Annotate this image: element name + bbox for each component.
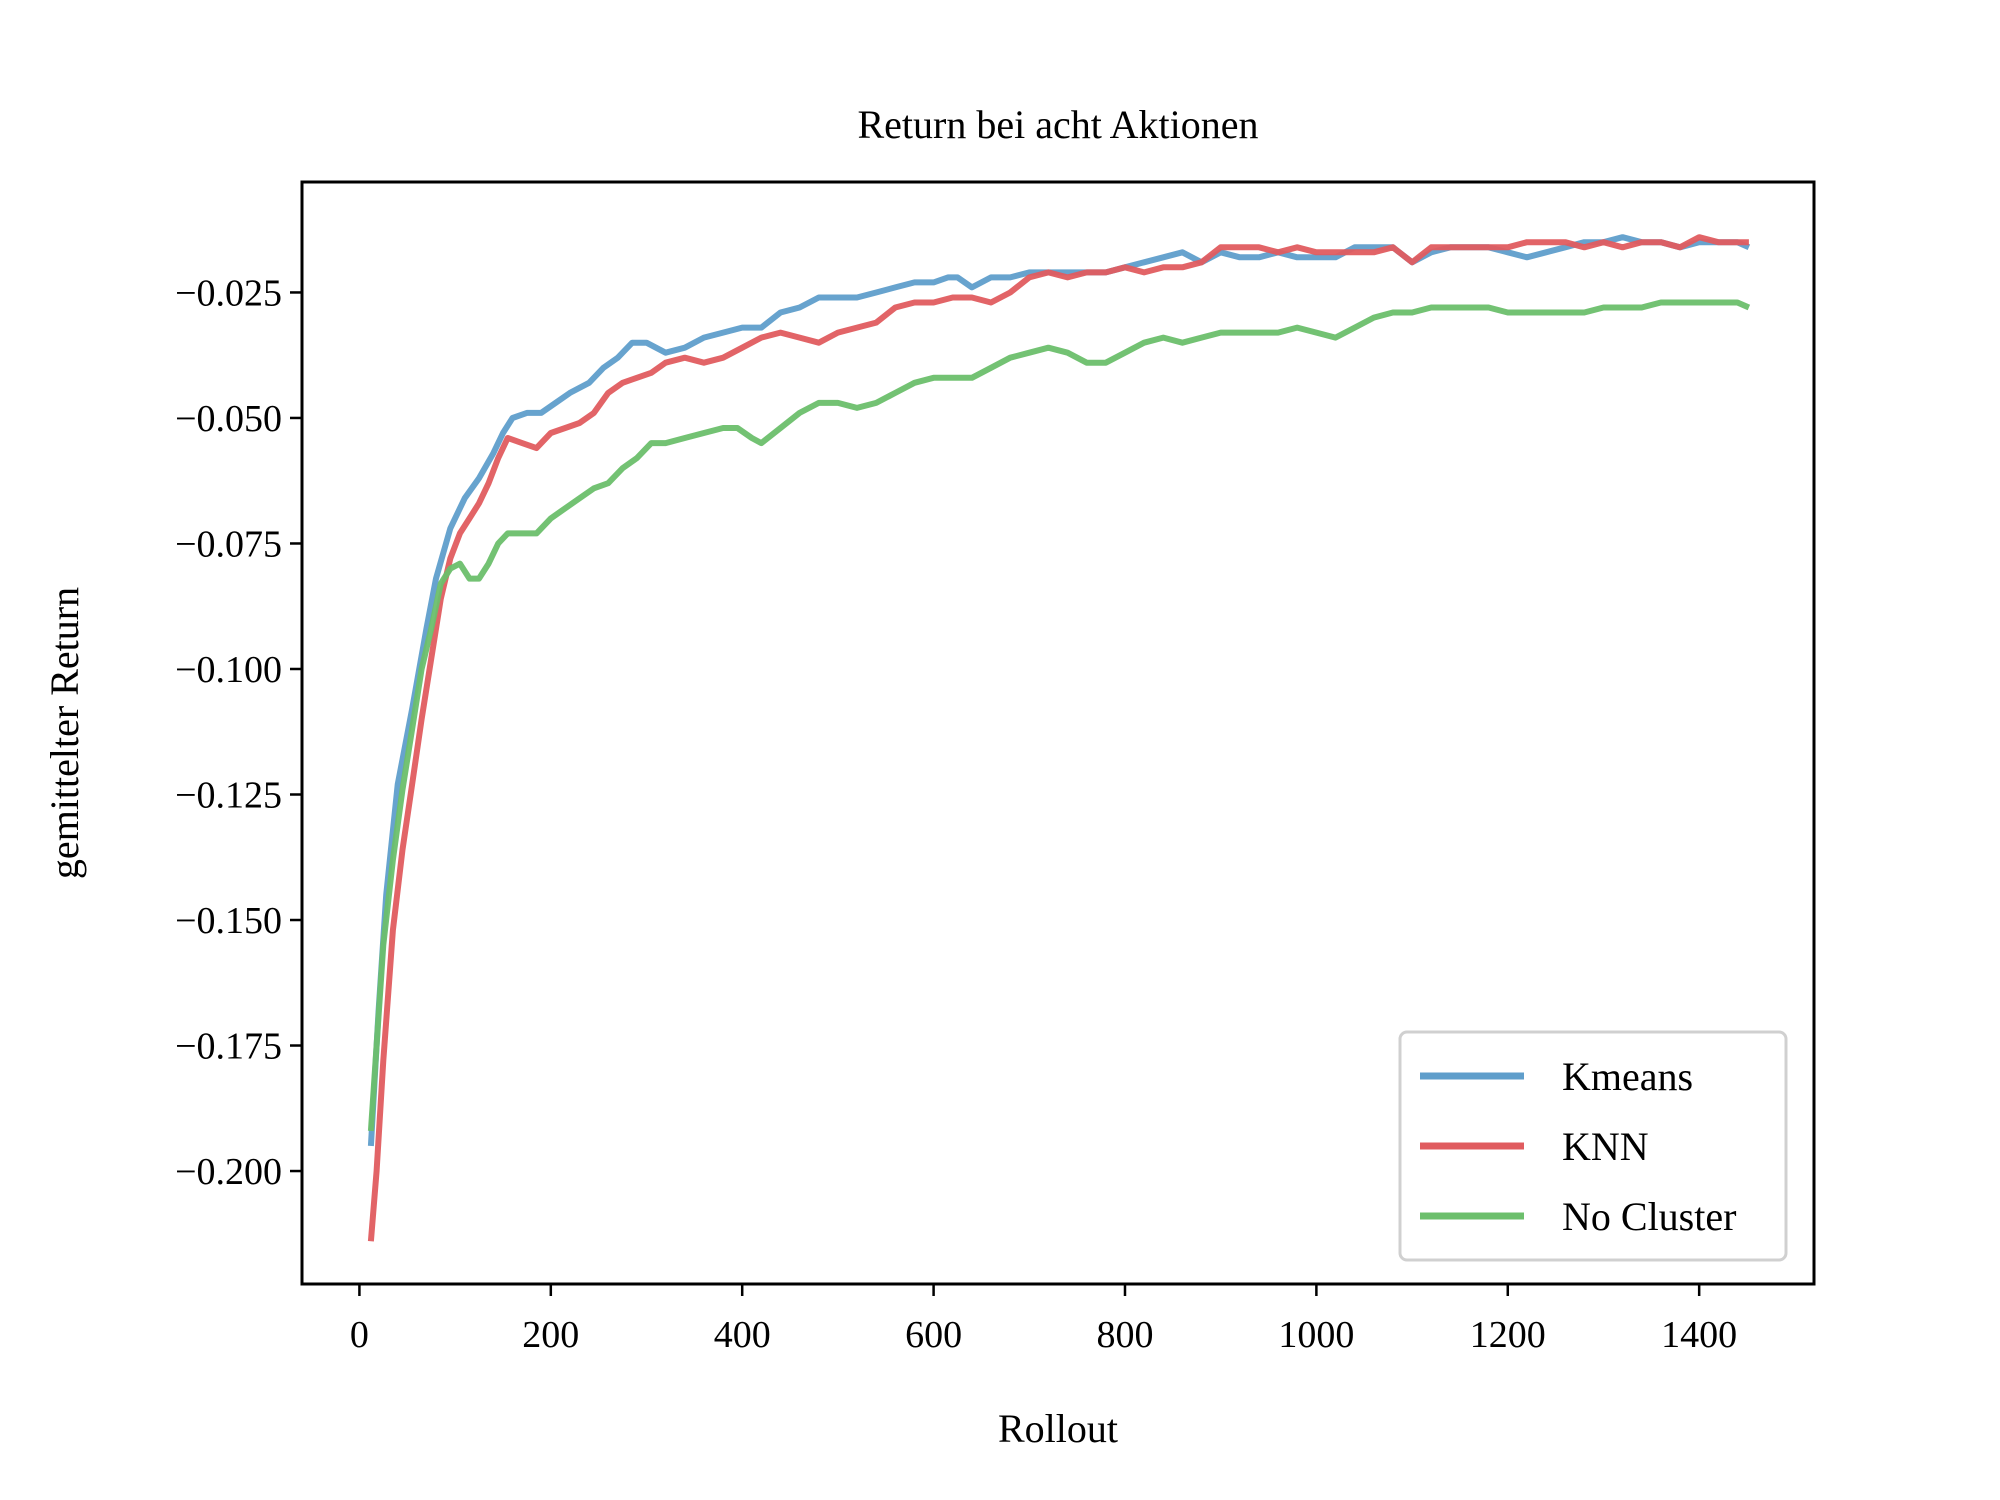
y-tick-label: −0.125	[175, 775, 282, 817]
plot-frame	[300, 180, 1816, 1286]
x-tick-label: 1000	[1278, 1314, 1354, 1356]
x-tick-label: 1400	[1661, 1314, 1737, 1356]
y-tick-label: −0.100	[175, 649, 282, 691]
legend-box	[1398, 1030, 1788, 1262]
series-line-kmeans	[367, 234, 1751, 1147]
x-tick-label: 200	[522, 1314, 579, 1356]
legend: Kmeans KNN No Cluster	[1398, 1030, 1788, 1262]
y-axis-label: gemittelter Return	[42, 587, 87, 879]
x-tick-label: 1200	[1470, 1314, 1546, 1356]
series-line-no-cluster	[367, 299, 1751, 1132]
y-tick-label: −0.050	[175, 398, 282, 440]
legend-label: No Cluster	[1562, 1194, 1736, 1239]
x-axis-label: Rollout	[998, 1406, 1118, 1451]
legend-label: KNN	[1562, 1124, 1649, 1169]
series-layer	[367, 234, 1751, 1242]
x-tick-label: 400	[714, 1314, 771, 1356]
y-tick-label: −0.150	[175, 900, 282, 942]
x-tick-label: 800	[1096, 1314, 1153, 1356]
legend-label: Kmeans	[1562, 1054, 1693, 1099]
y-tick-label: −0.025	[175, 272, 282, 314]
series-line-knn	[367, 234, 1749, 1242]
y-tick-label: −0.200	[175, 1151, 282, 1193]
x-tick-label: 600	[905, 1314, 962, 1356]
y-tick-label: −0.075	[175, 523, 282, 565]
x-tick-label: 0	[350, 1314, 369, 1356]
chart-title: Return bei acht Aktionen	[857, 102, 1258, 147]
y-axis: −0.025 −0.050 −0.075 −0.100 −0.125 −0.150 −0.1…	[175, 272, 302, 1193]
y-tick-label: −0.175	[175, 1026, 282, 1068]
x-axis: 0 200 400 600 800 1000 1200 1400	[350, 1284, 1737, 1356]
